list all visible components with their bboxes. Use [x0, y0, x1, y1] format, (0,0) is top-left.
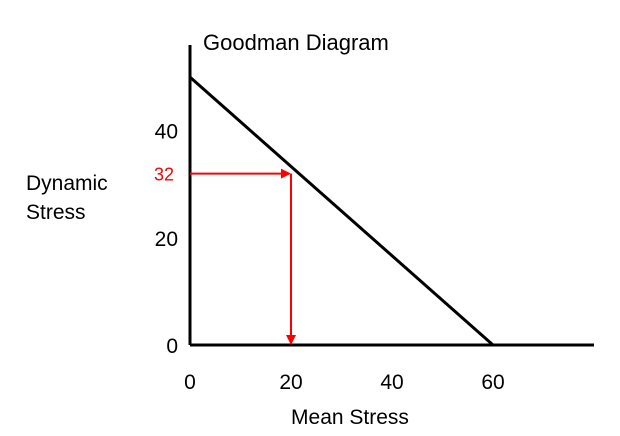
- y-tick-label: 40: [155, 121, 178, 144]
- x-tick-label: 40: [380, 371, 403, 394]
- y-tick-label: 20: [155, 228, 178, 251]
- x-axis-label: Mean Stress: [291, 406, 409, 429]
- x-tick-labels: 0 20 40 60: [184, 371, 505, 394]
- x-tick-label: 20: [279, 371, 302, 394]
- chart-title: Goodman Diagram: [203, 30, 389, 55]
- y-axis-label-line-1: Dynamic: [26, 172, 108, 195]
- x-tick-label: 60: [481, 371, 504, 394]
- axes: [188, 45, 594, 347]
- series-layer: [189, 76, 494, 347]
- goodman-line: [189, 76, 494, 347]
- x-tick-label: 0: [184, 371, 196, 394]
- y-axis-label-line-2: Stress: [26, 201, 86, 224]
- annotation-layer: 32: [154, 165, 296, 345]
- annotation-label: 32: [154, 165, 174, 185]
- y-tick-labels: 0 20 40: [155, 121, 178, 358]
- y-tick-label: 0: [166, 335, 178, 358]
